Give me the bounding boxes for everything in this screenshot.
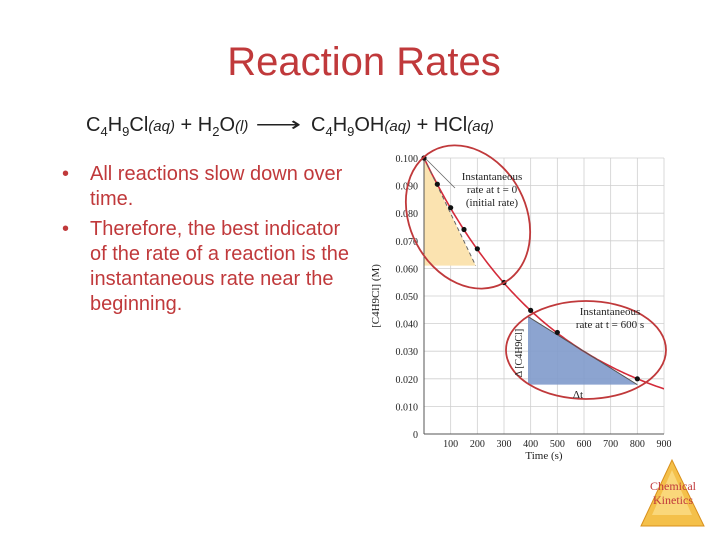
product1-c: C — [311, 114, 326, 136]
initial-rate-label-line1: Instantaneous — [462, 171, 522, 183]
reactant1-h: H — [107, 114, 123, 136]
data-point — [528, 307, 534, 313]
product2-hcl: HCl — [433, 114, 468, 136]
initial-rate-label-line3: (initial rate) — [466, 197, 519, 209]
delta-t-label: Δt — [573, 389, 583, 401]
late-tangent-line — [527, 316, 638, 386]
reactant1-state: (aq) — [148, 118, 175, 135]
logo-triangle-highlight — [652, 470, 692, 515]
reaction-equation: C4H9Cl(aq) + H2O(l) ⟶ C4H9OH(aq) + HCl(aq) — [86, 112, 494, 139]
initial-rate-ellipse — [404, 144, 532, 290]
y-tick-label: 0.010 — [396, 402, 419, 413]
bullet-item-1: All reactions slow down over time. — [56, 162, 356, 212]
x-tick-label: 500 — [550, 439, 565, 450]
x-tick-label: 600 — [577, 439, 592, 450]
chemical-kinetics-logo: Chemical Kinetics — [640, 458, 705, 527]
logo-text-line1: Chemical — [650, 479, 697, 493]
highlight-ellipses — [404, 144, 667, 400]
y-tick-label: 0 — [413, 430, 418, 441]
reactant2-state: (l) — [235, 118, 249, 135]
initial-tangent-line — [423, 157, 477, 266]
delta-conc-label: Δ [C4H9Cl] — [514, 329, 525, 377]
data-point — [634, 376, 640, 382]
y-tick-label: 0.060 — [396, 264, 419, 275]
product1-h: H — [332, 114, 348, 136]
data-point — [448, 205, 454, 211]
y-tick-label: 0.050 — [396, 292, 419, 303]
x-tick-label: 900 — [657, 439, 672, 450]
reactant1-sub2: 9 — [122, 124, 130, 139]
product1-sub1: 4 — [325, 124, 333, 139]
initial-rate-label-line2: rate at t = 0 — [467, 184, 518, 196]
y-axis-label: [C4H9Cl] (M) — [370, 264, 382, 328]
reaction-arrow: ⟶ — [255, 114, 302, 136]
x-tick-label: 300 — [497, 439, 512, 450]
slide-title: Reaction Rates — [227, 40, 501, 84]
product1-state: (aq) — [384, 118, 412, 135]
reactant2-o: O — [219, 114, 235, 136]
x-tick-label: 100 — [443, 439, 458, 450]
x-tick-label: 200 — [470, 439, 485, 450]
data-point — [461, 226, 467, 233]
bullet-list: All reactions slow down over time. There… — [56, 162, 356, 322]
late-rate-label-line2: rate at t = 600 s — [576, 319, 644, 331]
x-tick-label: 800 — [630, 439, 645, 450]
initial-label-leader — [425, 158, 456, 189]
y-tick-label: 0.040 — [396, 320, 419, 331]
reactant1-c: C — [86, 114, 101, 136]
reactant2-h: H — [197, 114, 213, 136]
product2-state: (aq) — [467, 118, 494, 135]
reactant1-sub1: 4 — [100, 124, 108, 139]
reactant2-sub1: 2 — [212, 124, 220, 139]
x-tick-label: 700 — [603, 439, 618, 450]
y-tick-label: 0.030 — [396, 347, 419, 358]
y-tick-label: 0.020 — [396, 375, 419, 386]
tangent-lines — [423, 157, 638, 386]
data-point — [474, 246, 480, 252]
chart-labels: Instantaneous rate at t = 0 (initial rat… — [370, 171, 644, 462]
logo-text-line2: Kinetics — [653, 493, 693, 507]
product1-oh: OH — [354, 114, 385, 136]
y-tick-label: 0.100 — [396, 154, 419, 165]
late-rate-ellipse — [505, 300, 667, 400]
reactant1-cl: Cl — [129, 114, 149, 136]
data-point — [554, 329, 560, 336]
x-axis-label: Time (s) — [525, 450, 563, 462]
bullet-item-2: Therefore, the best indicator of the rat… — [56, 217, 356, 317]
plus-sign-1: + — [174, 114, 198, 136]
plus-sign-2: + — [411, 114, 434, 136]
data-point — [434, 181, 440, 187]
y-tick-label: 0.070 — [396, 237, 419, 248]
x-tick-label: 400 — [523, 439, 538, 450]
product1-sub2: 9 — [347, 124, 355, 139]
late-rate-label-line1: Instantaneous — [580, 306, 640, 318]
